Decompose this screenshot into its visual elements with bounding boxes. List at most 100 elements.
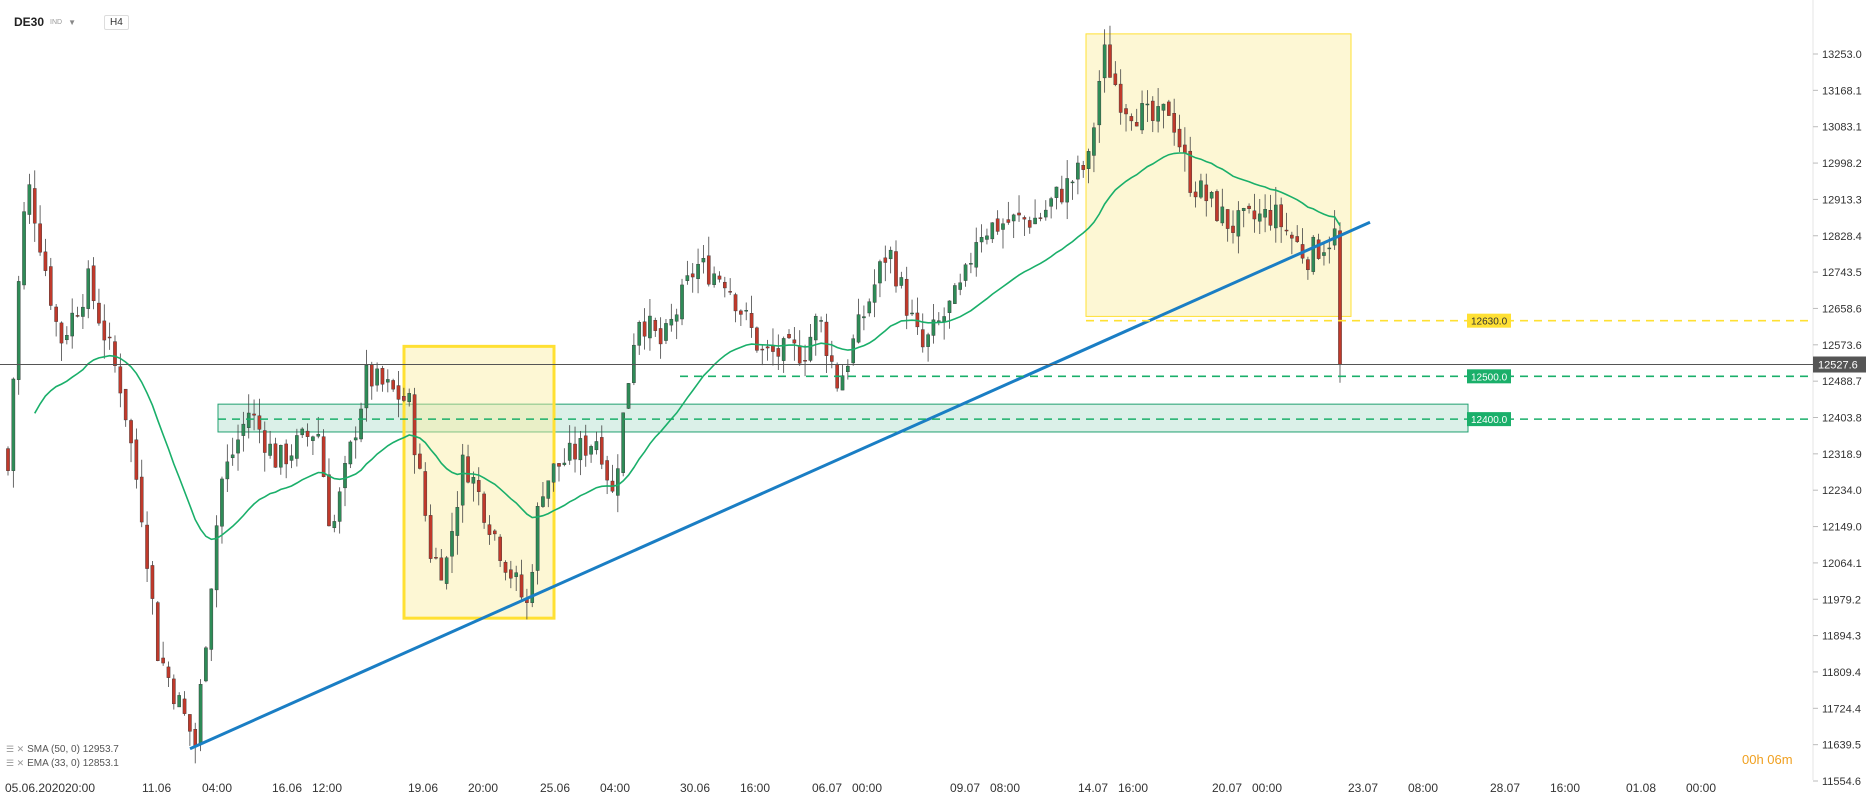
bearish-candle xyxy=(760,348,765,351)
bullish-candle xyxy=(225,461,230,480)
bearish-candle xyxy=(123,388,128,421)
bearish-candle xyxy=(771,345,775,352)
y-axis-tick-label: 12318.9 xyxy=(1822,449,1862,461)
bullish-candle xyxy=(910,312,914,315)
bullish-candle xyxy=(535,506,540,571)
bearish-candle xyxy=(1150,100,1155,121)
bearish-candle xyxy=(904,278,909,316)
bearish-candle xyxy=(1204,184,1209,202)
bearish-candle xyxy=(1295,236,1300,242)
bearish-candle xyxy=(1279,204,1283,228)
bearish-candle xyxy=(43,251,48,271)
symbol-chevron-down-icon[interactable]: ▼ xyxy=(68,17,77,27)
x-axis-tick-label: 20:00 xyxy=(65,781,95,795)
bullish-candle xyxy=(1145,103,1150,106)
bullish-candle xyxy=(979,237,984,243)
bullish-candle xyxy=(1065,178,1069,203)
bearish-candle xyxy=(188,714,192,732)
bearish-candle xyxy=(787,334,791,339)
bullish-candle xyxy=(343,463,347,489)
bullish-candle xyxy=(177,695,181,708)
bearish-candle xyxy=(749,313,754,328)
bullish-candle xyxy=(744,310,749,312)
bullish-candle xyxy=(332,521,337,529)
bearish-candle xyxy=(134,439,139,480)
x-axis-tick-label: 20.07 xyxy=(1212,781,1242,795)
bullish-candle xyxy=(813,315,818,341)
x-axis-tick-label: 04:00 xyxy=(202,781,232,795)
bullish-candle xyxy=(1097,81,1102,126)
level-label: 12400.0 xyxy=(1471,415,1508,426)
x-axis-tick-label: 12:00 xyxy=(312,781,342,795)
bullish-candle xyxy=(70,312,74,337)
bearish-candle xyxy=(91,265,96,302)
bearish-candle xyxy=(1167,101,1171,116)
bullish-candle xyxy=(632,344,636,383)
bullish-candle xyxy=(375,368,379,386)
bullish-candle xyxy=(578,438,583,461)
bullish-candle xyxy=(637,322,642,346)
bullish-candle xyxy=(701,258,706,263)
ema-legend: ☰ ✕ EMA (33, 0) 12853.1 xyxy=(6,758,119,769)
bullish-candle xyxy=(626,383,631,409)
bullish-candle xyxy=(1327,247,1332,250)
bullish-candle xyxy=(300,428,305,436)
ascending-trendline xyxy=(189,220,1371,751)
y-axis-tick-label: 12998.2 xyxy=(1822,158,1862,170)
bullish-candle xyxy=(551,463,556,483)
timeframe-select[interactable]: H4 xyxy=(104,14,129,30)
bearish-candle xyxy=(38,223,42,253)
bearish-candle xyxy=(6,448,10,471)
bullish-candle xyxy=(220,478,224,527)
sma-settings-icon[interactable]: ☰ ✕ xyxy=(6,744,25,754)
bullish-candle xyxy=(289,455,294,461)
bullish-candle xyxy=(65,335,69,341)
bearish-candle xyxy=(1193,191,1198,198)
bearish-candle xyxy=(583,435,588,456)
bearish-candle xyxy=(803,360,807,362)
bearish-candle xyxy=(797,345,802,364)
bearish-candle xyxy=(396,385,401,400)
bearish-candle xyxy=(728,291,732,293)
sma-legend-label: SMA (50, 0) 12953.7 xyxy=(27,744,119,755)
y-axis-tick-label: 12149.0 xyxy=(1822,522,1862,534)
y-axis-tick-label: 13168.1 xyxy=(1822,85,1862,97)
bearish-candle xyxy=(1081,165,1086,170)
bullish-candle xyxy=(621,412,625,473)
bearish-candle xyxy=(59,322,64,344)
bullish-candle xyxy=(872,284,877,303)
highlight-box xyxy=(1085,33,1352,317)
y-axis-tick-label: 13253.0 xyxy=(1822,49,1862,61)
ema-settings-icon[interactable]: ☰ ✕ xyxy=(6,758,25,768)
bearish-candle xyxy=(1027,220,1032,228)
bearish-candle xyxy=(755,327,759,351)
bullish-candle xyxy=(241,423,246,436)
x-axis-tick-label: 20:00 xyxy=(468,781,498,795)
bullish-candle xyxy=(1070,181,1075,184)
bearish-candle xyxy=(129,420,133,444)
bullish-candle xyxy=(888,249,893,260)
x-axis-tick-label: 25.06 xyxy=(540,781,570,795)
bearish-candle xyxy=(599,437,604,465)
x-axis-tick-label: 00:00 xyxy=(1252,781,1282,795)
bullish-candle xyxy=(1161,103,1166,111)
bearish-candle xyxy=(102,320,107,341)
bullish-candle xyxy=(1049,198,1053,207)
bullish-candle xyxy=(648,315,652,339)
bullish-candle xyxy=(11,378,16,471)
bullish-candle xyxy=(1043,209,1048,218)
bearish-candle xyxy=(498,536,502,561)
bearish-candle xyxy=(1290,234,1294,239)
bullish-candle xyxy=(856,314,861,343)
bullish-candle xyxy=(295,435,299,459)
x-axis-tick-label: 11.06 xyxy=(142,781,171,795)
level-label: 12630.0 xyxy=(1471,317,1508,328)
bearish-candle xyxy=(402,396,406,401)
symbol-label[interactable]: DE30 xyxy=(14,15,45,29)
bullish-candle xyxy=(27,184,32,215)
bearish-candle xyxy=(466,456,470,483)
bearish-candle xyxy=(1247,205,1251,209)
bullish-candle xyxy=(899,277,904,286)
bearish-candle xyxy=(418,453,422,469)
